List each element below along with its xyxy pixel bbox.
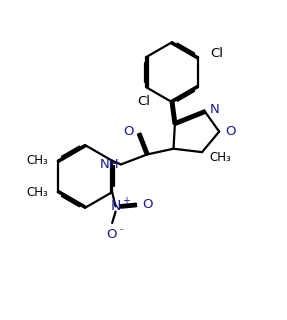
- Text: NH: NH: [100, 158, 119, 171]
- Text: CH₃: CH₃: [27, 186, 49, 199]
- Text: O: O: [123, 124, 133, 138]
- Text: O: O: [106, 228, 117, 241]
- Text: ⁻: ⁻: [118, 227, 123, 237]
- Text: +: +: [122, 196, 130, 206]
- Text: O: O: [142, 198, 152, 212]
- Text: N: N: [110, 199, 121, 213]
- Text: N: N: [210, 103, 220, 116]
- Text: O: O: [226, 125, 236, 138]
- Text: CH₃: CH₃: [209, 151, 231, 164]
- Text: CH₃: CH₃: [27, 154, 49, 167]
- Text: Cl: Cl: [210, 47, 223, 60]
- Text: Cl: Cl: [137, 95, 150, 108]
